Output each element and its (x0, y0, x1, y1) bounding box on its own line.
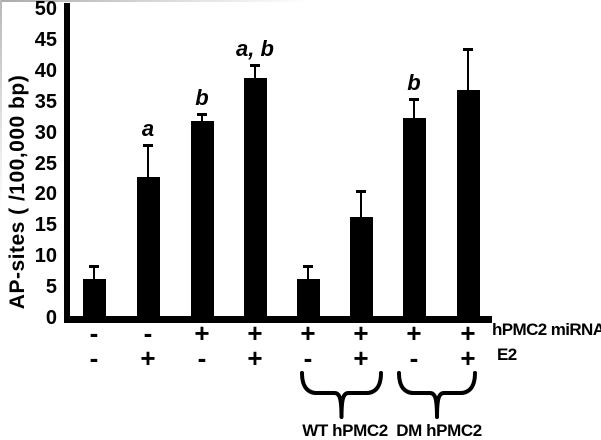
error-bar-cap (409, 98, 419, 101)
error-bar-stem (93, 267, 95, 279)
bar (244, 78, 267, 322)
error-bar-stem (360, 192, 362, 217)
bar (83, 279, 106, 322)
group-label-dm-hpmc2: DM hPMC2 (396, 421, 482, 440)
condition-sign: + (460, 318, 476, 348)
x-row-label-hpmc2-mirna: hPMC2 miRNA (492, 320, 601, 339)
condition-sign: + (406, 318, 422, 348)
error-bar-stem (413, 100, 415, 118)
y-tick-label: 20 (34, 183, 57, 205)
condition-sign: + (460, 343, 476, 373)
y-tick-label: 0 (45, 307, 57, 329)
condition-sign: - (89, 343, 99, 373)
condition-sign: - (143, 318, 153, 348)
y-tick-label: 30 (34, 122, 57, 144)
condition-sign: + (300, 318, 316, 348)
error-bar-stem (147, 146, 149, 177)
condition-sign: + (194, 318, 210, 348)
error-bar-cap (197, 113, 207, 116)
condition-sign: - (409, 343, 419, 373)
significance-annotation: a, b (236, 36, 274, 61)
bar (297, 279, 320, 322)
condition-sign: - (197, 343, 207, 373)
group-label-wt-hpmc2: WT hPMC2 (302, 421, 388, 440)
scan-artifact-top-line (0, 0, 310, 2)
bar (350, 217, 373, 322)
error-bar-stem (254, 66, 256, 78)
significance-annotation: a (141, 116, 155, 141)
error-bar-cap (463, 48, 473, 51)
y-tick-label: 5 (45, 276, 57, 298)
y-tick-label: 50 (34, 0, 57, 20)
error-bar-cap (143, 144, 153, 147)
condition-sign: + (140, 343, 156, 373)
y-tick-label: 40 (34, 60, 57, 82)
bar (457, 90, 480, 322)
error-bar-cap (303, 265, 313, 268)
error-bar-cap (89, 265, 99, 268)
bar (403, 118, 426, 322)
x-axis-line (64, 316, 492, 323)
underbrace-icon (397, 371, 477, 419)
y-tick-label: 25 (34, 153, 57, 175)
scan-artifact-left-line (0, 0, 2, 210)
condition-sign: - (303, 343, 313, 373)
x-row-label-e2: E2 (497, 345, 517, 364)
y-axis-line (64, 3, 70, 323)
error-bar-cap (356, 190, 366, 193)
y-tick-label: 15 (34, 214, 57, 236)
y-tick-label: 10 (34, 245, 57, 267)
error-bar-stem (307, 267, 309, 279)
condition-sign: + (247, 318, 263, 348)
bar (191, 121, 214, 322)
underbrace-icon (300, 371, 383, 419)
error-bar-stem (201, 115, 203, 121)
bar (137, 177, 160, 322)
y-tick-label: 45 (34, 29, 57, 51)
significance-annotation: b (407, 70, 421, 95)
condition-sign: + (353, 318, 369, 348)
condition-sign: + (247, 343, 263, 373)
error-bar-stem (467, 50, 469, 90)
y-tick-label: 35 (34, 91, 57, 113)
significance-annotation: b (195, 85, 209, 110)
error-bar-cap (250, 64, 260, 67)
condition-sign: - (89, 318, 99, 348)
condition-sign: + (353, 343, 369, 373)
